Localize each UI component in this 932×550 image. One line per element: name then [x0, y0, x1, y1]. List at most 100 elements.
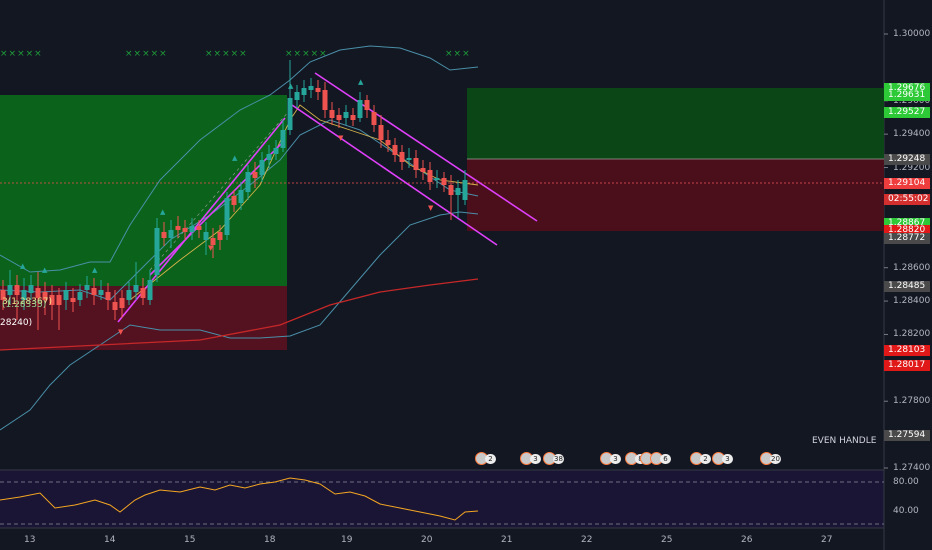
time-tick: 13 — [24, 535, 36, 545]
price-label: 1.28017 — [884, 359, 930, 371]
price-label: 1.27594 — [884, 430, 930, 442]
event-flag-icon[interactable]: 20 — [760, 452, 781, 466]
candle — [0, 290, 6, 300]
rsi-panel — [0, 470, 884, 528]
candle — [84, 285, 90, 290]
price-label: 1.28820 — [884, 225, 930, 237]
bollinger-lower — [0, 211, 479, 431]
candle — [315, 88, 321, 92]
candle — [105, 292, 111, 300]
time-tick: 19 — [341, 535, 353, 545]
event-count: 20 — [770, 453, 781, 464]
candle — [77, 292, 83, 300]
candle — [245, 172, 251, 192]
sell-zone-right — [467, 159, 884, 231]
up-arrow-icon: ▲ — [160, 208, 166, 216]
time-tick: 26 — [741, 535, 753, 545]
candle — [42, 292, 48, 300]
up-arrow-icon: ▲ — [42, 266, 48, 274]
up-arrow-icon: ▲ — [288, 82, 294, 90]
event-flag-icon[interactable]: 3 — [600, 452, 621, 466]
ma-label-3: 28240) — [0, 318, 33, 328]
candle — [385, 140, 391, 145]
event-flag-icon[interactable]: 38 — [543, 452, 564, 466]
price-tick: 1.30000 — [893, 29, 931, 39]
candle — [203, 232, 209, 240]
up-arrow-icon: ▲ — [358, 78, 364, 86]
candle — [392, 145, 398, 155]
event-count: 3 — [530, 453, 541, 464]
candle — [14, 285, 20, 295]
event-flag-icon[interactable]: 3 — [520, 452, 541, 466]
price-tick: 1.28200 — [893, 329, 931, 340]
event-count: 3 — [722, 453, 733, 464]
marker-row-item: ××××× — [0, 49, 43, 59]
candle — [364, 100, 370, 110]
event-flag-icon[interactable]: 2 — [690, 452, 711, 466]
candle — [56, 295, 62, 305]
candle — [224, 198, 230, 235]
candle — [308, 86, 314, 90]
down-arrow-icon: ▼ — [428, 204, 434, 212]
candle — [182, 228, 188, 232]
candle — [70, 298, 76, 302]
event-flag-icon[interactable]: 3 — [712, 452, 733, 466]
event-flag-icon[interactable]: 2 — [475, 452, 496, 466]
time-tick: 14 — [104, 535, 116, 545]
candle — [140, 288, 146, 298]
price-tick: 1.29200 — [893, 162, 931, 173]
candle — [91, 288, 97, 295]
event-count: 6 — [660, 453, 671, 464]
down-arrow-icon: ▼ — [338, 134, 344, 142]
candle — [210, 238, 216, 245]
candle — [49, 295, 55, 305]
candle — [280, 130, 286, 148]
candle — [231, 196, 237, 205]
rsi-tick-80: 80.00 — [893, 477, 919, 487]
event-flag-icon[interactable]: 6 — [650, 452, 671, 466]
candle — [175, 226, 181, 230]
candle — [7, 285, 13, 295]
candle — [217, 232, 223, 240]
price-tick: 1.28400 — [893, 296, 931, 307]
price-label: 1.28485 — [884, 281, 930, 293]
candle — [434, 178, 440, 180]
up-arrow-icon: ▲ — [92, 266, 98, 274]
candle — [294, 92, 300, 100]
time-tick: 22 — [581, 535, 593, 545]
time-tick: 20 — [421, 535, 433, 545]
price-label: 1.29248 — [884, 154, 930, 166]
even-handle-label: EVEN HANDLE — [812, 436, 877, 446]
time-tick: 25 — [661, 535, 673, 545]
candle — [357, 100, 363, 118]
time-tick: 15 — [184, 535, 196, 545]
price-label: 1.29527 — [884, 107, 930, 119]
candle — [63, 290, 69, 300]
candle — [413, 158, 419, 170]
price-tick: 1.28600 — [893, 262, 931, 273]
candle — [147, 280, 153, 300]
price-label: 1.28103 — [884, 345, 930, 357]
price-label: 1.28772 — [884, 233, 930, 245]
price-tick: 1.27400 — [893, 463, 931, 473]
candle — [343, 112, 349, 118]
candle — [252, 172, 258, 178]
price-tick: 1.29400 — [893, 129, 931, 140]
candle — [322, 90, 328, 110]
event-count: 3 — [610, 453, 621, 464]
marker-row-item: ××××× — [285, 49, 328, 59]
candle — [161, 232, 167, 238]
marker-row-item: ××××× — [205, 49, 248, 59]
candle — [98, 290, 104, 295]
price-label: 02:55:02 — [884, 193, 930, 205]
candle — [35, 288, 41, 298]
candle — [259, 160, 265, 175]
candle — [336, 115, 342, 120]
uptrend-line-1 — [117, 117, 286, 323]
down-arrow-icon: ▼ — [118, 328, 124, 336]
candle — [126, 290, 132, 300]
ma-label-1: 3(1.28367) — [2, 297, 52, 307]
up-arrow-icon: ▲ — [20, 262, 26, 270]
